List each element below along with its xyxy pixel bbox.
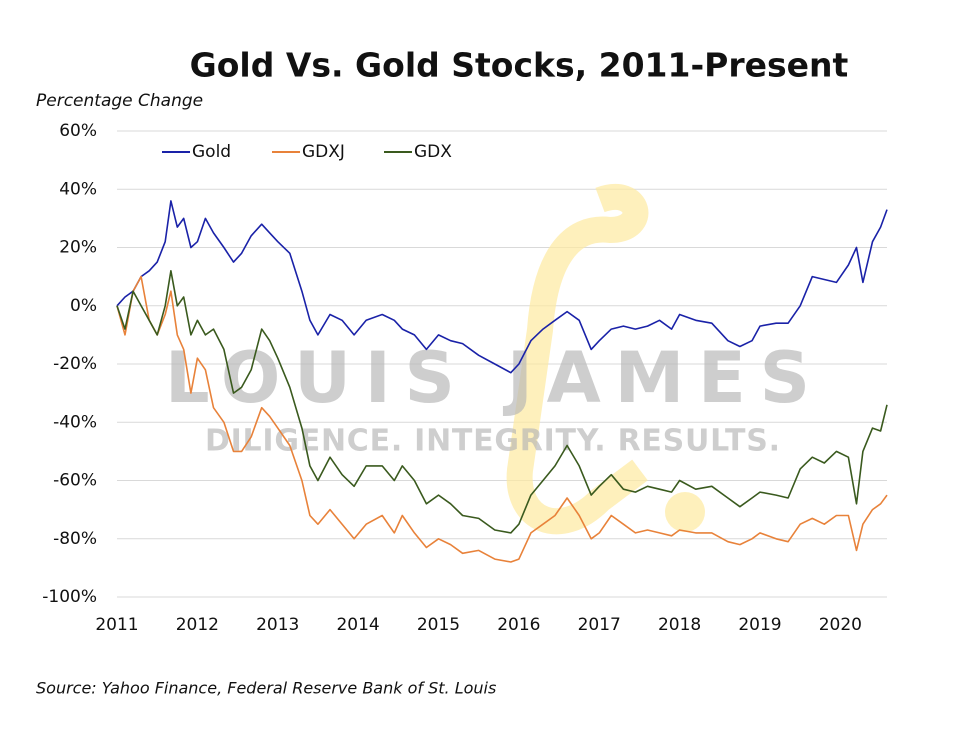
series-line xyxy=(116,275,888,563)
series-line xyxy=(116,200,888,374)
y-tick-label: 40% xyxy=(59,179,97,199)
watermark-name: LOUIS JAMES xyxy=(165,337,810,419)
y-tick-label: -60% xyxy=(53,471,97,491)
legend-label: GDX xyxy=(414,142,452,162)
source-note: Source: Yahoo Finance, Federal Reserve B… xyxy=(36,679,496,698)
series-line xyxy=(116,270,888,534)
x-tick-label: 2013 xyxy=(256,615,299,635)
y-axis-label: Percentage Change xyxy=(36,91,203,111)
x-tick-label: 2016 xyxy=(497,615,540,635)
x-tick-label: 2018 xyxy=(658,615,701,635)
legend-label: Gold xyxy=(192,142,231,162)
y-tick-label: 0% xyxy=(70,296,97,316)
x-tick-label: 2014 xyxy=(336,615,379,635)
y-tick-label: -100% xyxy=(42,587,97,607)
legend-label: GDXJ xyxy=(302,142,345,162)
x-tick-label: 2020 xyxy=(819,615,862,635)
x-tick-label: 2011 xyxy=(95,615,138,635)
x-tick-label: 2012 xyxy=(176,615,219,635)
watermark-tagline: DILIGENCE. INTEGRITY. RESULTS. xyxy=(205,424,780,459)
chart-title: Gold Vs. Gold Stocks, 2011-Present xyxy=(190,46,849,85)
y-tick-label: 60% xyxy=(59,121,97,141)
x-tick-label: 2017 xyxy=(578,615,621,635)
x-tick-label: 2015 xyxy=(417,615,460,635)
y-tick-label: -20% xyxy=(53,354,97,374)
y-tick-label: -40% xyxy=(53,412,97,432)
y-tick-label: 20% xyxy=(59,238,97,258)
y-tick-label: -80% xyxy=(53,529,97,549)
watermark-dot xyxy=(665,492,705,532)
x-tick-label: 2019 xyxy=(738,615,781,635)
